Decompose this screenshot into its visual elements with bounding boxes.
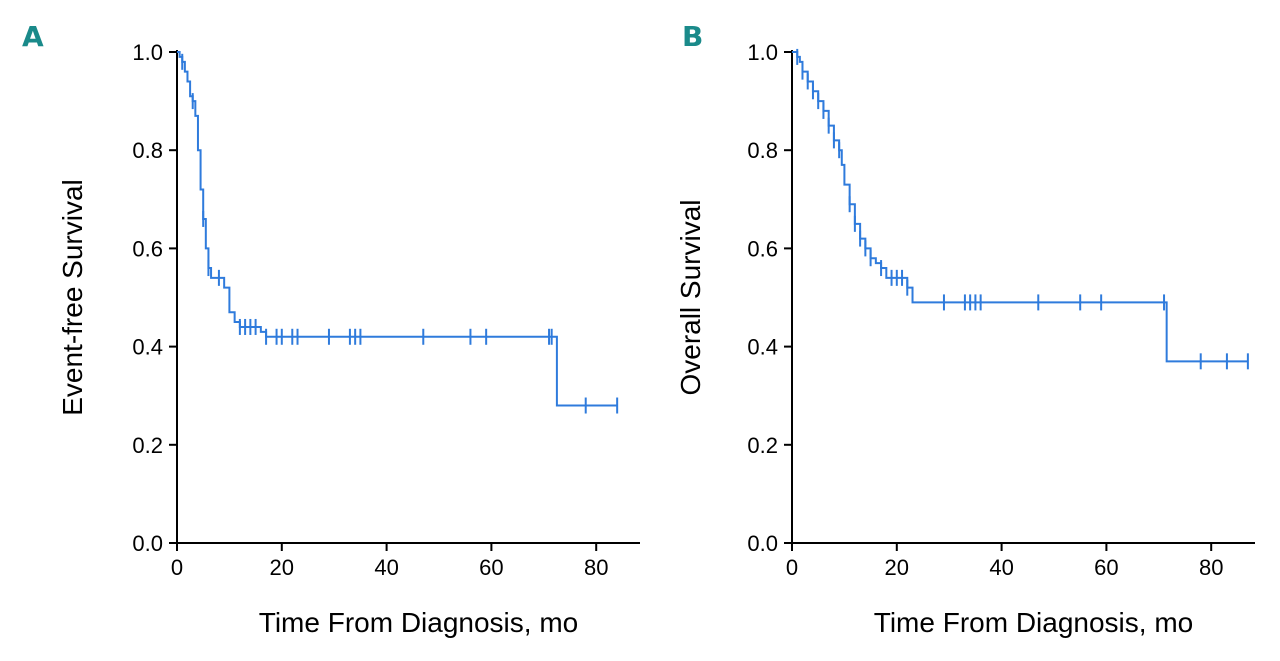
x-tick-label: 20: [885, 555, 909, 580]
x-tick-label: 0: [786, 555, 798, 580]
panel-a: A 0.0 0.2 0.4 0.6 0.8 1.0 0 20 40 60 80 Time From Di…: [22, 20, 640, 638]
x-tick-label: 80: [584, 555, 608, 580]
x-tick-label: 60: [1094, 555, 1118, 580]
y-tick-label: 0.8: [747, 138, 778, 163]
x-tick-label: 0: [171, 555, 183, 580]
y-axis-title: Overall Survival: [675, 199, 706, 395]
x-tick-label: 20: [270, 555, 294, 580]
x-axis-title: Time From Diagnosis, mo: [259, 607, 578, 638]
x-tick-label: 40: [374, 555, 398, 580]
y-tick-label: 0.4: [132, 335, 163, 360]
x-tick-label: 40: [989, 555, 1013, 580]
y-tick-label: 1.0: [132, 40, 163, 65]
panel-letter: A: [22, 20, 44, 53]
y-tick-label: 0.6: [747, 236, 778, 261]
y-tick-label: 0.0: [747, 531, 778, 556]
y-tick-label: 0.6: [132, 236, 163, 261]
x-axis-title: Time From Diagnosis, mo: [874, 607, 1193, 638]
x-tick-label: 80: [1199, 555, 1223, 580]
y-tick-label: 0.8: [132, 138, 163, 163]
survival-curve: [792, 51, 1248, 363]
y-tick-label: 0.2: [747, 433, 778, 458]
y-axis-title: Event-free Survival: [57, 179, 88, 416]
y-tick-label: 0.4: [747, 335, 778, 360]
y-tick-label: 0.2: [132, 433, 163, 458]
x-tick-label: 60: [479, 555, 503, 580]
panel-letter: B: [682, 20, 703, 53]
survival-curve: [177, 51, 618, 407]
panel-b: B 0.0 0.2 0.4 0.6 0.8 1.0 0 20 40 60 80 Time From Di…: [675, 20, 1255, 638]
y-tick-label: 1.0: [747, 40, 778, 65]
y-tick-label: 0.0: [132, 531, 163, 556]
